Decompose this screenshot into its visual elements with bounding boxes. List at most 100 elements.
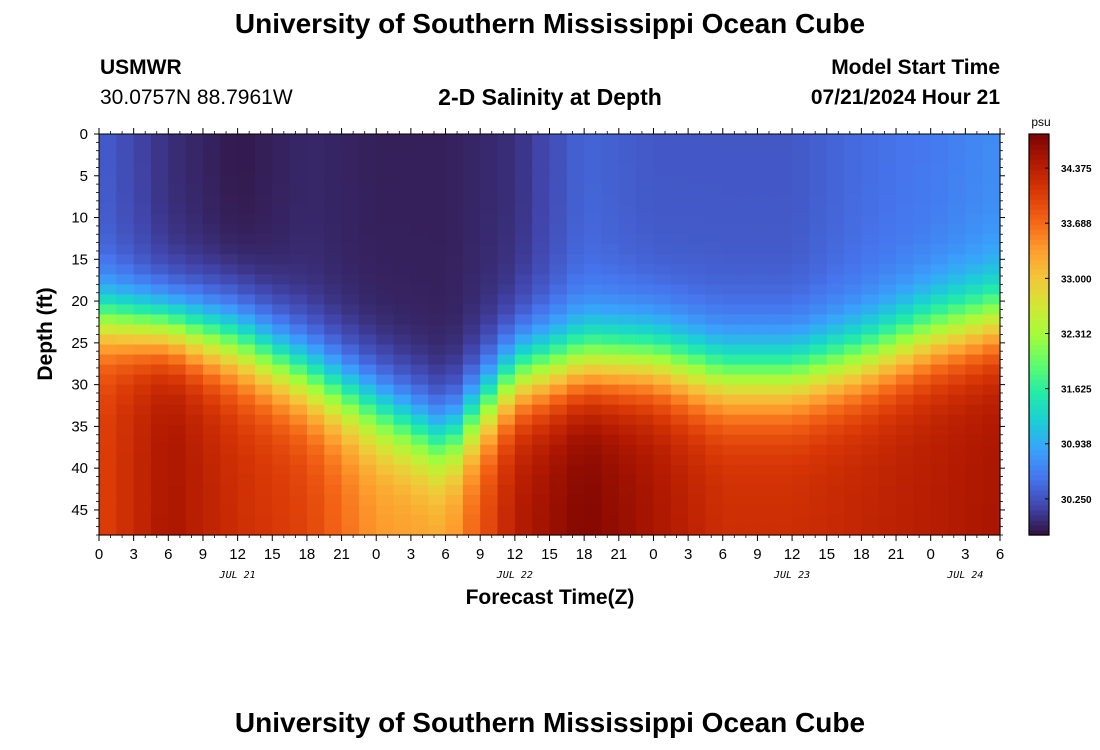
heatmap-cell [410, 184, 429, 195]
heatmap-cell [913, 264, 932, 275]
heatmap-cell [774, 374, 793, 386]
heatmap-cell [878, 174, 897, 185]
heatmap-cell [237, 244, 256, 255]
x-tick-label: 21 [888, 546, 905, 563]
heatmap-cell [116, 174, 135, 185]
heatmap-cell [514, 334, 533, 346]
heatmap-cell [220, 524, 239, 536]
heatmap-cell [99, 254, 117, 265]
heatmap-cell [480, 204, 499, 215]
heatmap-cell [150, 164, 169, 175]
heatmap-cell [497, 304, 516, 316]
heatmap-cell [116, 414, 135, 426]
heatmap-cell [930, 404, 949, 416]
heatmap-cell [740, 184, 759, 195]
heatmap-cell [930, 284, 949, 295]
heatmap-cell [428, 364, 447, 376]
heatmap-cell [202, 144, 221, 155]
heatmap-cell [757, 164, 776, 175]
heatmap-cell [324, 214, 343, 225]
heatmap-cell [202, 484, 221, 496]
heatmap-cell [185, 164, 204, 175]
heatmap-cell [844, 274, 862, 285]
heatmap-cell [670, 214, 689, 225]
heatmap-cell [584, 184, 603, 195]
heatmap-cell [393, 364, 412, 376]
heatmap-cell [688, 314, 707, 326]
heatmap-cell [670, 404, 689, 416]
heatmap-cell [376, 514, 395, 526]
heatmap-cell [202, 304, 221, 316]
heatmap-cell [566, 494, 585, 506]
heatmap-cell [826, 284, 845, 295]
heatmap-cell [272, 304, 291, 316]
heatmap-cell [792, 244, 811, 255]
heatmap-cell [549, 314, 568, 326]
heatmap-cell [913, 454, 932, 466]
heatmap-cell [792, 374, 811, 386]
heatmap-cell [653, 294, 672, 306]
heatmap-cell [289, 174, 308, 185]
heatmap-cell [497, 254, 516, 265]
heatmap-cell [272, 154, 291, 165]
heatmap-cell [410, 394, 429, 406]
heatmap-cell [601, 374, 620, 386]
heatmap-cell [133, 354, 152, 366]
heatmap-cell [844, 294, 862, 306]
heatmap-cell [792, 494, 811, 506]
heatmap-cell [497, 224, 516, 235]
colorbar-segment [1029, 179, 1049, 185]
colorbar-segment [1029, 444, 1049, 451]
heatmap-cell [930, 524, 949, 536]
heatmap-cell [341, 454, 360, 466]
heatmap-cell [809, 464, 828, 476]
heatmap-cell [809, 364, 828, 376]
heatmap-cell [965, 524, 984, 536]
heatmap-cell [965, 254, 984, 265]
heatmap-cell [826, 494, 845, 506]
heatmap-cell [584, 424, 603, 436]
heatmap-cell [930, 204, 949, 215]
heatmap-cell [341, 504, 360, 516]
heatmap-cell [601, 284, 620, 295]
heatmap-cell [445, 284, 464, 295]
heatmap-cell [549, 224, 568, 235]
heatmap-cell [150, 184, 169, 195]
heatmap-cell [116, 204, 135, 215]
heatmap-cell [306, 364, 325, 376]
heatmap-cell [462, 294, 481, 306]
colorbar-segment [1029, 144, 1049, 150]
heatmap-cell [150, 254, 169, 265]
heatmap-cell [722, 344, 741, 356]
heatmap-cell [445, 184, 464, 195]
heatmap-cell [532, 284, 551, 295]
heatmap-cell [202, 524, 221, 536]
heatmap-cell [358, 504, 377, 516]
heatmap-cell [688, 364, 707, 376]
heatmap-cell [722, 464, 741, 476]
heatmap-cell [376, 264, 395, 275]
y-tick-label: 25 [71, 335, 88, 352]
heatmap-cell [202, 374, 221, 386]
heatmap-cell [982, 494, 1001, 506]
heatmap-cell [185, 254, 204, 265]
heatmap-cell [237, 304, 256, 316]
heatmap-cell [376, 504, 395, 516]
heatmap-cell [462, 474, 481, 486]
heatmap-cell [306, 314, 325, 326]
heatmap-cell [150, 274, 169, 285]
heatmap-cell [774, 264, 793, 275]
heatmap-cell [514, 204, 533, 215]
heatmap-cell [653, 254, 672, 265]
heatmap-cell [237, 184, 256, 195]
heatmap-cell [254, 184, 273, 195]
heatmap-cell [896, 164, 914, 175]
heatmap-cell [341, 314, 360, 326]
heatmap-cell [792, 184, 811, 195]
heatmap-cell [168, 464, 187, 476]
heatmap-cell [133, 494, 152, 506]
heatmap-cell [532, 354, 551, 366]
heatmap-cell [272, 244, 291, 255]
heatmap-cell [965, 494, 984, 506]
heatmap-cell [809, 514, 828, 526]
